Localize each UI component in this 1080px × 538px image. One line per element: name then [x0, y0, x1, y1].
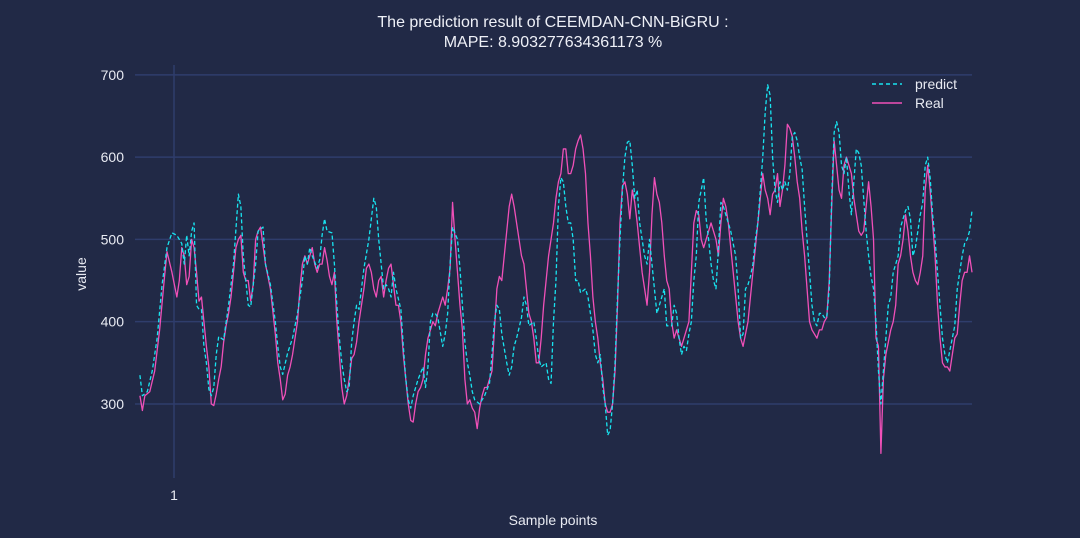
legend-real-label: Real [915, 95, 944, 111]
y-tick-label-600: 600 [101, 149, 125, 165]
series-line-predict [139, 84, 973, 436]
y-tick-label-700: 700 [101, 67, 125, 83]
y-tick-label-300: 300 [101, 396, 125, 412]
x-tick-label: 1 [170, 487, 178, 503]
legend-predict-label: predict [915, 76, 957, 92]
y-tick-label-500: 500 [101, 231, 125, 247]
y-axis-ticks: 300 400 500 600 700 [101, 67, 125, 412]
y-axis-label: value [73, 257, 89, 291]
legend: predict Real [872, 76, 957, 111]
series-layer [139, 84, 973, 454]
chart-title-line2: MAPE: 8.903277634361173 % [444, 34, 663, 51]
chart-title-line1: The prediction result of CEEMDAN-CNN-BiG… [377, 14, 728, 31]
y-tick-label-400: 400 [101, 314, 125, 330]
grid-lines [135, 74, 972, 405]
x-axis-label: Sample points [509, 512, 598, 528]
